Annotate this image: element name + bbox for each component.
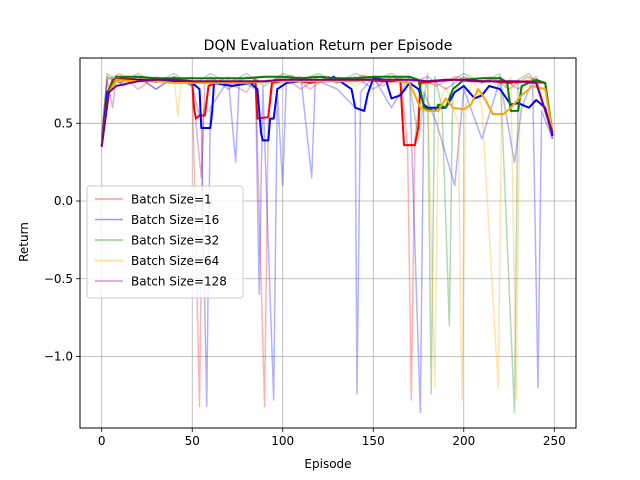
y-ticks: −1.0 −0.5 0.0 0.5	[44, 116, 80, 363]
x-axis-label: Episode	[304, 457, 351, 471]
axes-frame	[79, 57, 577, 429]
x-tick-label: 0	[98, 434, 106, 448]
series-smooth-line-4	[100, 78, 554, 147]
y-tick-label: −0.5	[44, 272, 73, 286]
series-smooth-line-2	[100, 75, 554, 146]
chart-title: DQN Evaluation Return per Episode	[204, 38, 453, 54]
series-raw-line-1	[100, 75, 554, 414]
x-tick-label: 100	[271, 434, 294, 448]
legend-label: Batch Size=32	[131, 234, 219, 248]
y-tick-label: −1.0	[44, 349, 73, 363]
y-tick-label: 0.0	[54, 194, 73, 208]
legend-box	[86, 185, 244, 299]
series-raw-line-0	[100, 72, 554, 407]
legend-label: Batch Size=1	[131, 193, 212, 207]
x-tick-label: 50	[185, 434, 200, 448]
legend-label: Batch Size=128	[131, 275, 227, 289]
x-ticks: 0 50 100 150 200 250	[98, 428, 566, 448]
y-tick-label: 0.5	[54, 116, 73, 130]
smooth-series-group	[100, 75, 554, 147]
series-smooth-line-1	[100, 75, 554, 147]
legend-label: Batch Size=64	[131, 254, 219, 268]
x-tick-label: 150	[362, 434, 385, 448]
legend: Batch Size=1 Batch Size=16 Batch Size=32 Ba…	[86, 185, 244, 299]
x-tick-label: 200	[452, 434, 475, 448]
y-axis-label: Return	[17, 222, 31, 262]
legend-label: Batch Size=16	[131, 213, 219, 227]
x-tick-label: 250	[543, 434, 566, 448]
